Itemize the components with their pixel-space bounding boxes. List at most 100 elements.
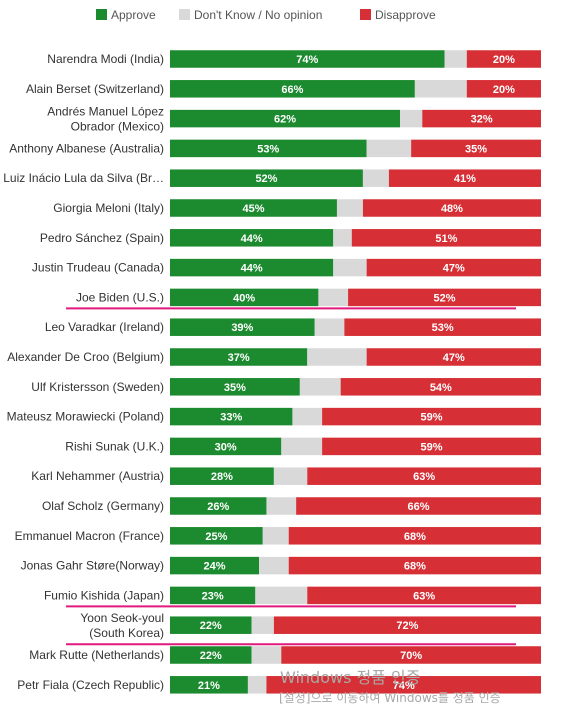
category-label: Luiz Inácio Lula da Silva (Br… [3,171,164,185]
bar-segment-disapprove [466,80,541,98]
value-label-approve: 25% [205,531,227,543]
bar-segment-approve [170,497,267,515]
legend-item-don-t-know-no-opinion: Don't Know / No opinion [179,8,322,22]
bar-segment-approve [170,586,256,605]
bar-segment-disapprove [466,50,541,68]
bar-rows: Narendra Modi (India) 74% 20% Alain Berset … [3,50,541,694]
category-label: Giorgia Meloni (Italy) [53,201,164,215]
bar-segment-approve [170,378,300,396]
bar-segment-don-t-know-no-opinion [444,50,467,68]
value-label-disapprove: 54% [430,382,452,394]
value-label-approve: 52% [255,173,277,185]
bar-row: Giorgia Meloni (Italy) 45% 48% [53,199,541,217]
bar-segment-don-t-know-no-opinion [281,437,323,456]
category-label: Alexander De Croo (Belgium) [7,350,164,364]
legend-label-don-t-know-no-opinion: Don't Know / No opinion [194,8,322,22]
bar-segment-don-t-know-no-opinion [247,676,267,694]
bar-segment-approve [170,407,293,426]
bar-row: Mateusz Morawiecki (Poland) 33% 59% [7,407,541,426]
value-label-approve: 28% [211,471,233,483]
value-label-disapprove: 59% [421,412,443,424]
highlight-underlines [66,307,516,646]
value-label-approve: 62% [274,114,296,126]
bar-row: Andrés Manuel López Obrador (Mexico) 62% 32… [47,105,541,134]
value-label-approve: 22% [200,650,222,662]
category-label: Petr Fiala (Czech Republic) [17,678,164,692]
bar-segment-disapprove [322,407,541,426]
bar-segment-disapprove [351,229,541,247]
bar-row: Justin Trudeau (Canada) 44% 47% [32,258,541,277]
value-label-disapprove: 32% [471,114,493,126]
bar-segment-disapprove [422,109,541,128]
bar-segment-disapprove [366,348,541,366]
value-label-approve: 45% [242,203,264,215]
category-label: Rishi Sunak (U.K.) [65,439,164,453]
bar-segment-disapprove [307,467,541,485]
value-label-disapprove: 72% [396,620,418,632]
value-label-approve: 39% [231,322,253,334]
value-label-approve: 44% [241,233,263,245]
bar-segment-don-t-know-no-opinion [400,109,423,128]
category-label: Narendra Modi (India) [47,52,164,66]
value-label-disapprove: 41% [454,173,476,185]
bar-row: Ulf Kristersson (Sweden) 35% 54% [31,378,541,396]
category-label: Leo Varadkar (Ireland) [45,320,164,334]
bar-row: Alexander De Croo (Belgium) 37% 47% [7,348,541,366]
bar-row: Luiz Inácio Lula da Silva (Br… 52% 41% [3,169,541,187]
bar-segment-approve [170,318,315,336]
bar-segment-disapprove [411,139,541,158]
value-label-disapprove: 47% [443,263,465,275]
legend-item-disapprove: Disapprove [360,8,436,22]
bar-segment-disapprove [366,258,541,277]
bar-row: Alain Berset (Switzerland) 66% 20% [26,80,541,98]
bar-segment-approve [170,676,248,694]
category-label: Andrés Manuel López Obrador (Mexico) [47,105,164,134]
bar-segment-don-t-know-no-opinion [255,586,308,605]
bar-segment-approve [170,437,282,456]
value-label-disapprove: 68% [404,561,426,573]
bar-segment-disapprove [288,556,541,575]
bar-segment-approve [170,467,274,485]
value-label-approve: 44% [241,263,263,275]
bar-row: Fumio Kishida (Japan) 23% 63% [44,586,541,605]
value-label-disapprove: 74% [393,680,415,692]
legend: Approve Don't Know / No opinion Disapprove [96,8,436,22]
category-label: Anthony Albanese (Australia) [9,141,164,155]
bar-segment-disapprove [344,318,541,336]
bar-segment-approve [170,556,260,575]
value-label-disapprove: 47% [443,352,465,364]
value-label-disapprove: 51% [435,233,457,245]
bar-segment-approve [170,139,367,158]
legend-label-approve: Approve [111,8,156,22]
legend-item-approve: Approve [96,8,156,22]
bar-segment-disapprove [266,676,541,694]
value-label-approve: 33% [220,412,242,424]
value-label-approve: 23% [202,590,224,602]
value-label-approve: 53% [257,143,279,155]
legend-swatch-approve [96,9,107,20]
bar-segment-disapprove [273,616,541,634]
value-label-disapprove: 63% [413,590,435,602]
value-label-approve: 22% [200,620,222,632]
bar-segment-disapprove [281,646,541,664]
value-label-disapprove: 59% [421,441,443,453]
bar-row: Anthony Albanese (Australia) 53% 35% [9,139,541,158]
value-label-approve: 66% [281,84,303,96]
bar-segment-don-t-know-no-opinion [314,318,345,336]
category-label: Fumio Kishida (Japan) [44,588,164,602]
value-label-approve: 35% [224,382,246,394]
value-label-disapprove: 48% [441,203,463,215]
category-label: Mateusz Morawiecki (Poland) [7,410,164,424]
bar-segment-don-t-know-no-opinion [333,258,367,277]
bar-segment-approve [170,527,263,545]
bar-row: Emmanuel Macron (France) 25% 68% [15,527,541,545]
bar-segment-disapprove [340,378,541,396]
legend-label-disapprove: Disapprove [375,8,436,22]
category-label: Joe Biden (U.S.) [76,290,164,304]
bar-segment-don-t-know-no-opinion [362,169,389,187]
bar-row: Olaf Scholz (Germany) 26% 66% [42,497,541,515]
bar-segment-disapprove [322,437,541,456]
bar-row: Narendra Modi (India) 74% 20% [47,50,541,68]
bar-segment-approve [170,229,334,247]
